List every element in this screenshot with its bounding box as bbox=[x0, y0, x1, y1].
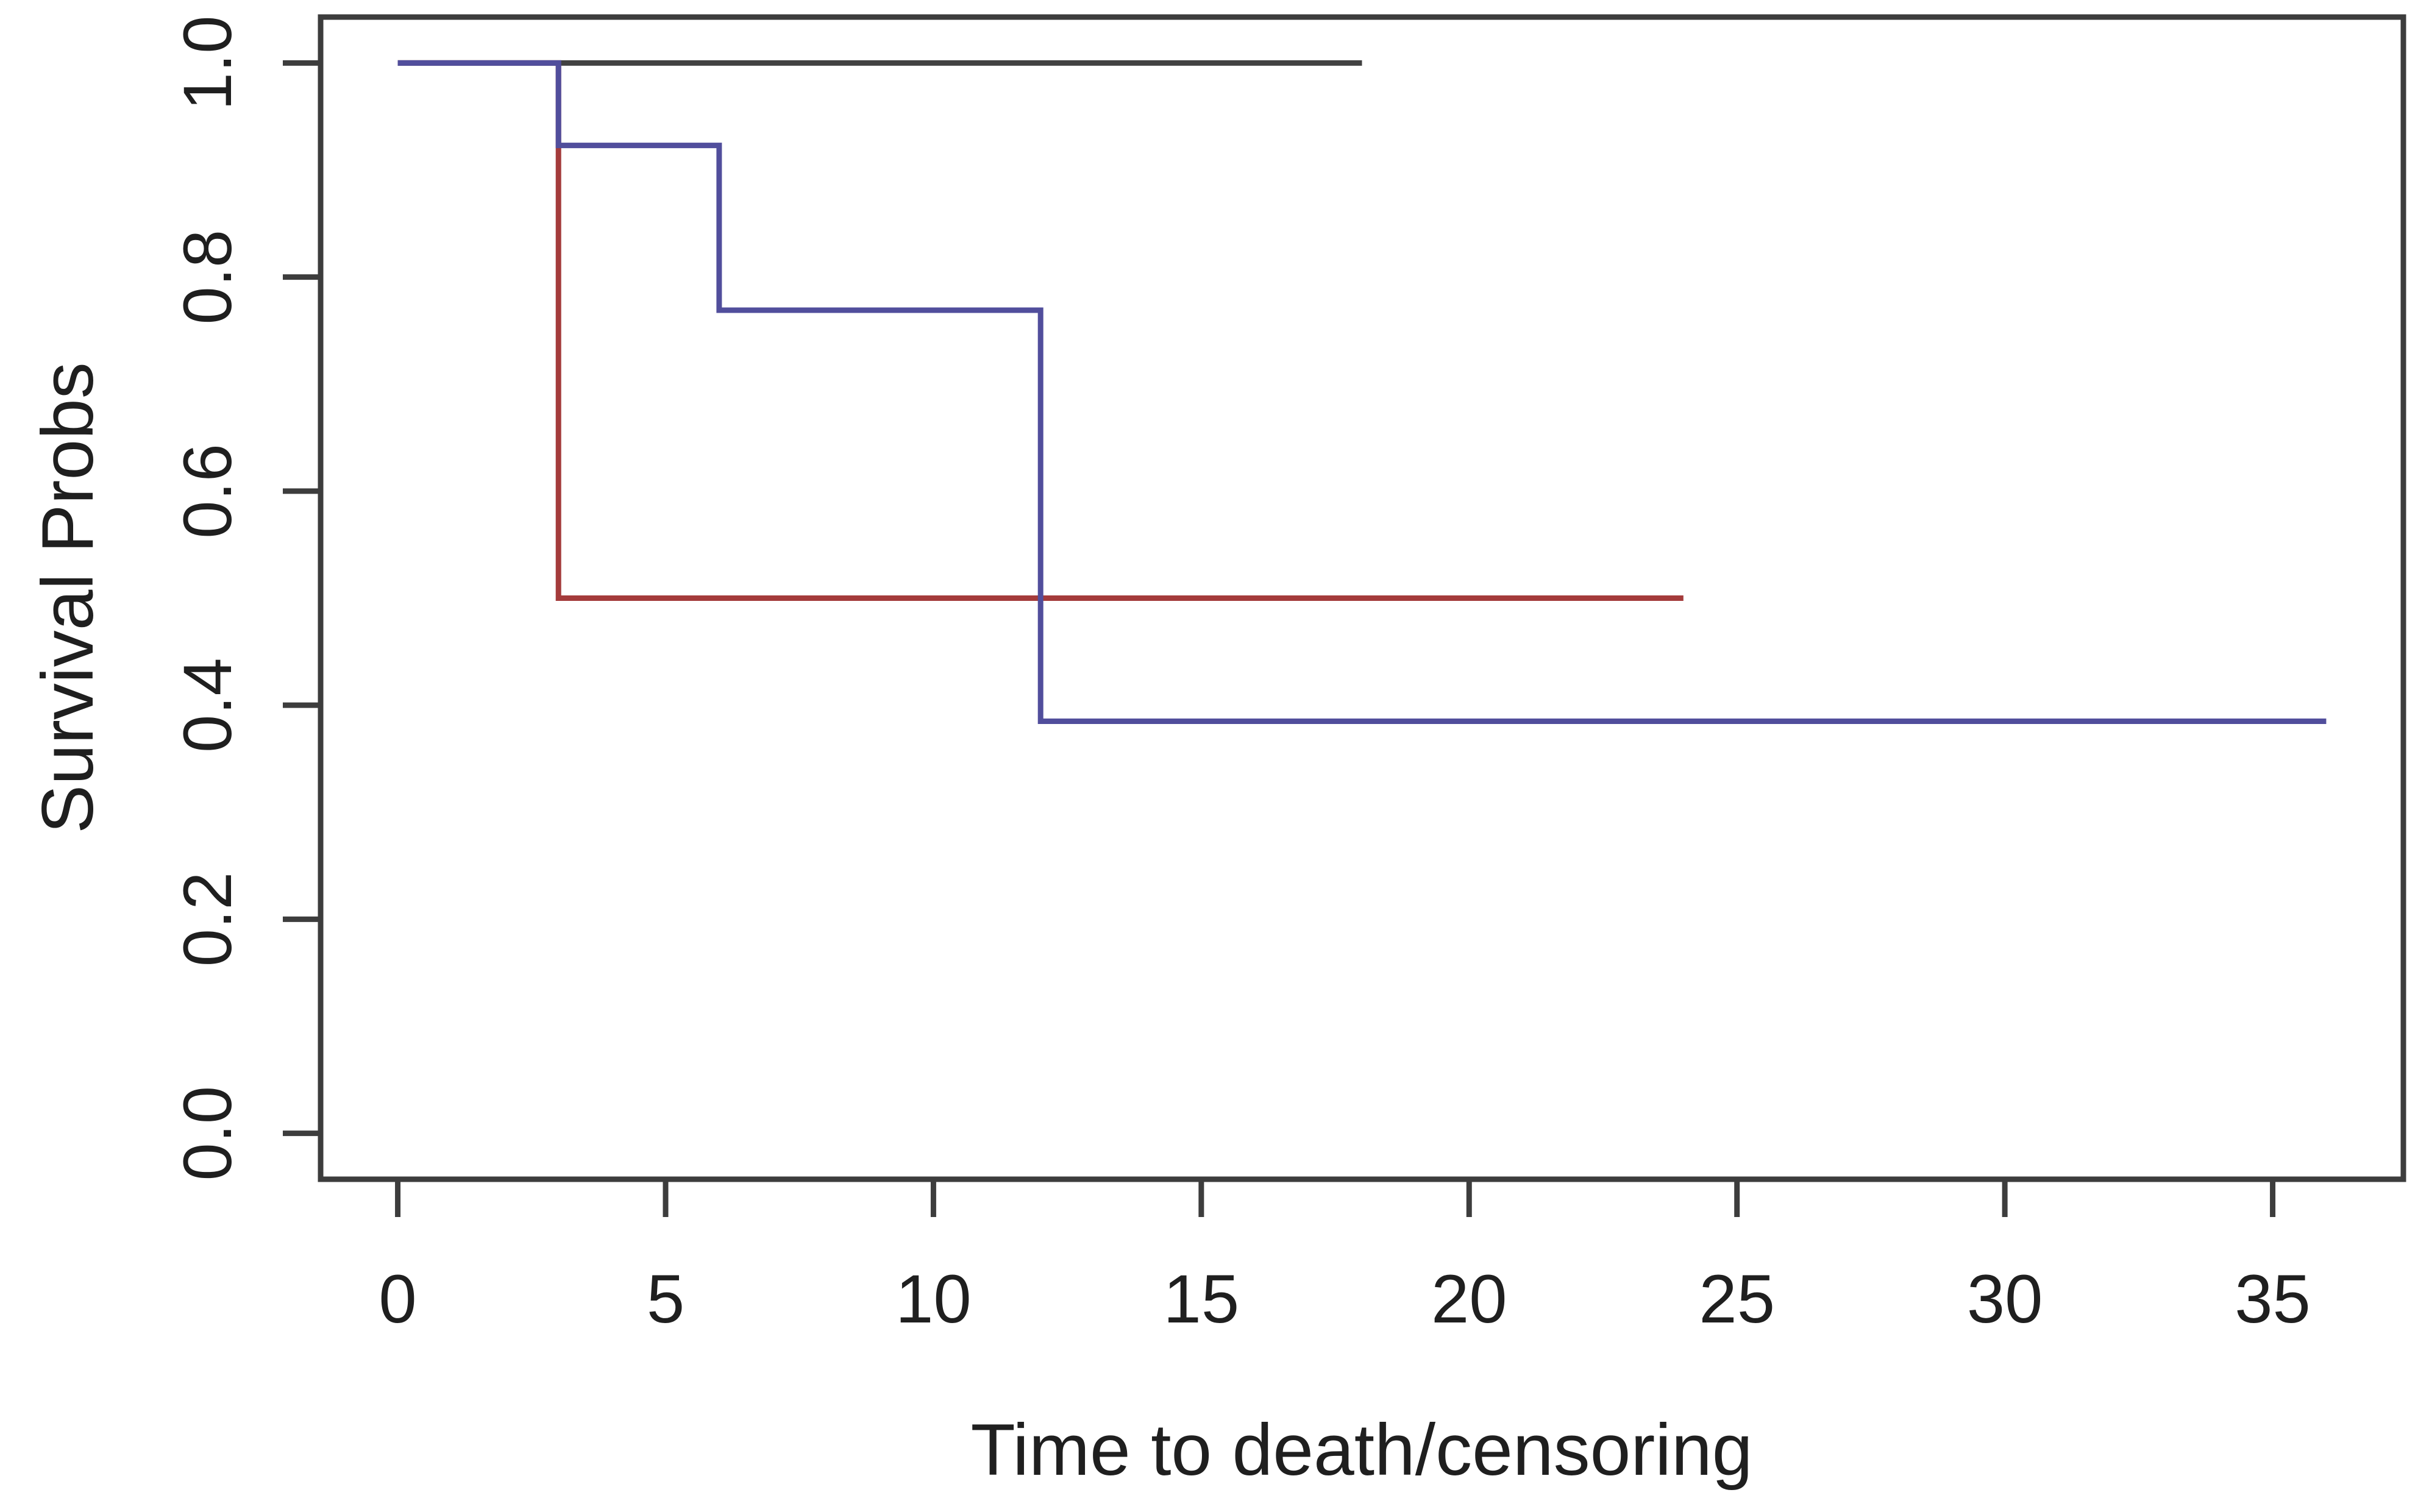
plot-box bbox=[318, 14, 2406, 1182]
y-tick-label: 0.4 bbox=[169, 658, 246, 753]
x-tick-label: 25 bbox=[1699, 1261, 1775, 1337]
x-tick-label: 0 bbox=[379, 1261, 416, 1337]
y-axis-ticks: 0.0 0.2 0.4 0.6 0.8 1.0 bbox=[169, 15, 321, 1181]
x-tick-label: 5 bbox=[647, 1261, 685, 1337]
y-axis-title: Survival Probs bbox=[27, 362, 108, 834]
y-tick-label: 0.8 bbox=[169, 230, 246, 325]
x-tick-label: 10 bbox=[895, 1261, 972, 1337]
curve-group-blue bbox=[397, 60, 2327, 724]
x-tick-label: 30 bbox=[1967, 1261, 2043, 1337]
x-axis-title: Time to death/censoring bbox=[971, 1409, 1753, 1491]
x-tick-label: 15 bbox=[1164, 1261, 1240, 1337]
y-tick-label: 0.6 bbox=[169, 444, 246, 539]
survival-curves bbox=[397, 60, 2327, 724]
x-axis-ticks: 0 5 10 15 20 25 30 35 bbox=[379, 1179, 2311, 1337]
y-tick-label: 0.2 bbox=[169, 872, 246, 967]
y-tick-label: 1.0 bbox=[169, 15, 246, 110]
y-tick-label: 0.0 bbox=[169, 1086, 246, 1181]
x-tick-label: 20 bbox=[1431, 1261, 1507, 1337]
x-tick-label: 35 bbox=[2235, 1261, 2311, 1337]
